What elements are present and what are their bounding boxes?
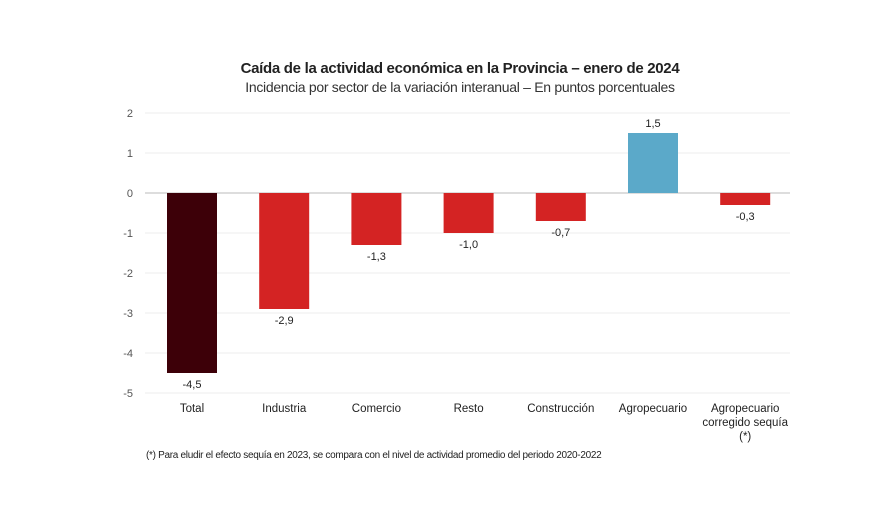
x-tick-label: corregido sequía <box>702 417 788 429</box>
y-tick-label: 1 <box>127 148 133 160</box>
bar <box>720 193 771 205</box>
y-tick-label: -2 <box>123 268 133 280</box>
y-tick-label: -5 <box>123 388 133 400</box>
x-tick-label: Construcción <box>527 403 594 415</box>
bar <box>167 193 217 373</box>
bar <box>351 193 402 245</box>
y-tick-label: 2 <box>127 108 133 120</box>
bar <box>628 133 678 193</box>
y-tick-label: -4 <box>123 348 133 360</box>
x-tick-label: Agropecuario <box>711 403 779 415</box>
data-label: 1,5 <box>645 118 660 130</box>
footnote: (*) Para eludir el efecto sequía en 2023… <box>146 450 602 461</box>
x-tick-label: Resto <box>454 403 484 415</box>
data-label: -4,5 <box>183 379 202 391</box>
bar <box>443 193 494 233</box>
bar <box>535 193 586 221</box>
x-tick-label: Total <box>180 403 204 415</box>
data-label: -1,3 <box>367 251 386 263</box>
y-tick-label: 0 <box>127 188 133 200</box>
x-tick-label: Agropecuario <box>619 403 687 415</box>
bar <box>259 193 310 309</box>
x-tick-label: Industria <box>262 403 307 415</box>
y-tick-label: -3 <box>123 308 133 320</box>
data-label: -1,0 <box>459 239 478 251</box>
data-label: -0,7 <box>551 227 570 239</box>
data-label: -0,3 <box>736 211 755 223</box>
x-tick-label: Comercio <box>352 403 401 415</box>
chart-subtitle: Incidencia por sector de la variación in… <box>245 79 675 95</box>
x-tick-label: (*) <box>739 431 751 443</box>
y-tick-label: -1 <box>123 228 133 240</box>
data-label: -2,9 <box>275 315 294 327</box>
chart-title: Caída de la actividad económica en la Pr… <box>240 60 680 77</box>
